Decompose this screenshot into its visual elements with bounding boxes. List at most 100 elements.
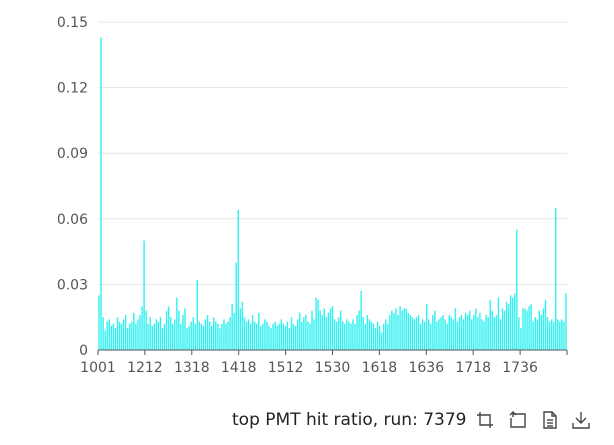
bar xyxy=(469,310,471,350)
zoom-reset-icon[interactable] xyxy=(508,410,530,432)
bar xyxy=(268,325,270,350)
bar xyxy=(258,312,260,350)
bar xyxy=(446,323,448,350)
bar xyxy=(290,317,293,350)
bar xyxy=(270,328,272,350)
bar xyxy=(559,321,561,350)
bar xyxy=(251,315,254,350)
x-tick-label: 1512 xyxy=(268,360,304,376)
bar xyxy=(440,317,442,350)
bar xyxy=(458,317,461,350)
chart-caption: top PMT hit ratio, run: 7379 xyxy=(232,410,467,430)
bar xyxy=(301,321,303,350)
bar xyxy=(397,315,399,350)
bar xyxy=(546,317,549,350)
bar xyxy=(501,308,504,350)
bar xyxy=(514,293,516,350)
bar xyxy=(309,323,311,350)
bar-chart: 0 0.03 0.06 0.09 0.12 0.15 1001 1212 1318 1418 15… xyxy=(57,15,568,376)
bar xyxy=(448,315,450,350)
zoom-select-icon[interactable] xyxy=(475,410,497,432)
bar xyxy=(282,323,285,350)
download-icon[interactable] xyxy=(571,410,593,432)
bar xyxy=(411,317,414,350)
x-tick-label: 1618 xyxy=(362,360,398,376)
bar xyxy=(112,323,115,350)
bar xyxy=(471,319,473,350)
bar xyxy=(493,317,496,350)
bar xyxy=(122,319,125,350)
bar xyxy=(182,315,184,350)
bar xyxy=(241,301,244,350)
bar xyxy=(145,310,147,350)
bar xyxy=(131,321,133,350)
bar xyxy=(331,306,334,350)
bar xyxy=(499,319,502,350)
bar xyxy=(118,321,121,350)
bar xyxy=(286,321,289,350)
bar xyxy=(192,317,194,350)
bar xyxy=(368,319,371,350)
bar xyxy=(485,315,487,350)
bar xyxy=(481,319,483,350)
bar xyxy=(294,325,297,350)
bar xyxy=(296,319,299,350)
bar xyxy=(526,310,528,350)
bar xyxy=(198,321,201,350)
bar xyxy=(407,312,409,350)
y-axis-ticks: 0 0.03 0.06 0.09 0.12 0.15 xyxy=(57,15,88,359)
bar xyxy=(124,315,127,350)
bar xyxy=(542,308,545,350)
bar xyxy=(389,315,391,350)
bar xyxy=(153,323,156,350)
bar xyxy=(536,319,539,350)
bar xyxy=(495,315,498,350)
y-tick-label: 0.03 xyxy=(57,277,88,293)
bar xyxy=(327,312,330,350)
bar xyxy=(110,325,113,350)
bar xyxy=(237,210,239,350)
bar xyxy=(507,304,510,350)
x-tick-label: 1418 xyxy=(221,360,257,376)
bar xyxy=(266,321,268,350)
bar xyxy=(129,323,131,350)
bar xyxy=(163,323,166,350)
bar xyxy=(419,323,422,350)
bar xyxy=(292,323,295,350)
bar xyxy=(169,317,172,350)
bar xyxy=(565,293,567,350)
bar xyxy=(364,323,366,350)
bar xyxy=(194,323,196,350)
bar xyxy=(428,319,430,350)
bar xyxy=(454,308,457,350)
bar xyxy=(141,306,143,350)
bar xyxy=(483,321,485,350)
bar xyxy=(505,301,508,350)
bar xyxy=(264,319,266,350)
bar xyxy=(235,262,237,350)
bar xyxy=(413,319,416,350)
x-tick-label: 1001 xyxy=(80,360,116,376)
bar xyxy=(444,319,446,350)
bar xyxy=(120,323,123,350)
bar xyxy=(317,299,319,350)
bar xyxy=(350,323,352,350)
data-view-icon[interactable] xyxy=(540,410,562,432)
bar xyxy=(135,323,137,350)
bar xyxy=(190,321,192,350)
x-tick-label: 1212 xyxy=(127,360,163,376)
bar xyxy=(352,319,354,350)
bar xyxy=(372,323,375,350)
bar xyxy=(184,308,186,350)
bar xyxy=(356,315,358,350)
bar xyxy=(208,321,211,350)
bar xyxy=(188,325,190,350)
bar xyxy=(225,323,227,350)
bar xyxy=(333,319,336,350)
bar xyxy=(354,323,356,350)
bar xyxy=(106,321,108,350)
bar xyxy=(360,290,362,350)
bar xyxy=(161,328,164,350)
bar xyxy=(178,310,180,350)
bar xyxy=(116,317,119,350)
